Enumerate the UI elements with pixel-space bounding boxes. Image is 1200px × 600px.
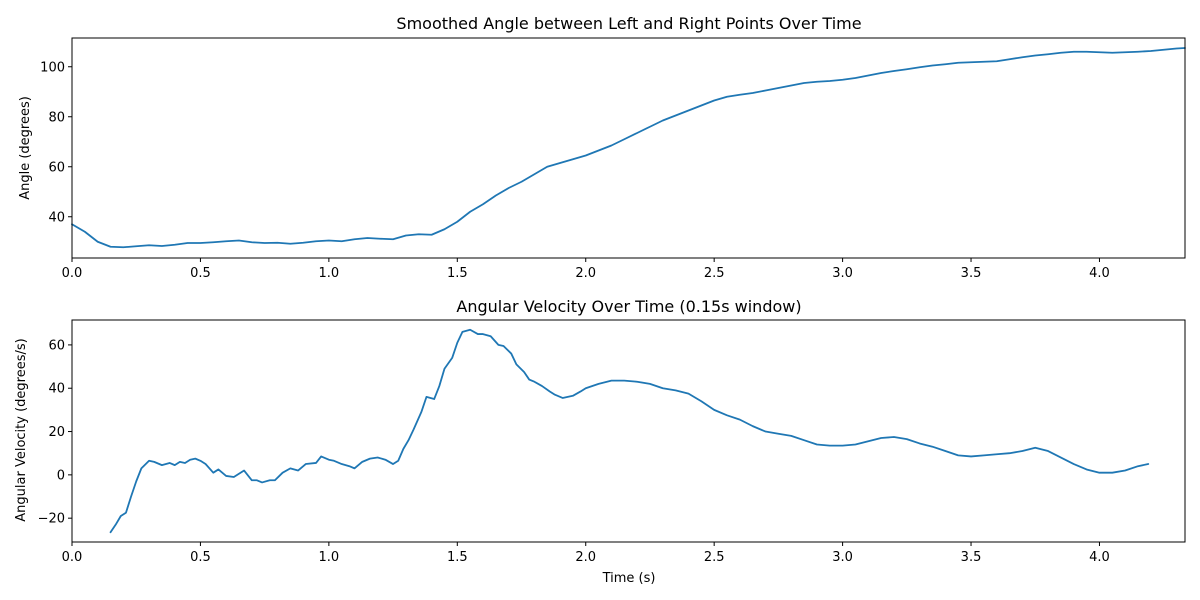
angle-x-tick-label: 0.5	[190, 266, 211, 281]
velocity-x-tick-label: 1.0	[319, 550, 340, 565]
velocity-series-layer	[109, 328, 1150, 534]
angle-x-tick-label: 3.5	[961, 266, 982, 281]
velocity-x-tick-label: 2.5	[704, 550, 725, 565]
velocity-subplot: Angular Velocity Over Time (0.15s window…	[14, 297, 1186, 586]
angle-y-tick-label: 100	[40, 60, 65, 75]
angle-subplot: Smoothed Angle between Left and Right Po…	[18, 14, 1186, 281]
velocity-y-tick-label: 0	[57, 468, 65, 483]
velocity-y-axis-label: Angular Velocity (degrees/s)	[14, 338, 29, 521]
angle-x-tick-label: 2.5	[704, 266, 725, 281]
angle-y-tick-label: 80	[48, 110, 65, 125]
angle-series-layer	[71, 47, 1186, 249]
velocity-plot-frame	[71, 319, 1186, 543]
velocity-tick-layer: 0.0 0.5 1.0 1.5 2.0 2.5 3.0 3.5 4.0 −20 0 20 40 60	[38, 338, 1110, 565]
angle-x-tick-label: 3.0	[832, 266, 853, 281]
angle-y-tick-label: 40	[48, 210, 65, 225]
velocity-y-tick-label: 60	[48, 338, 65, 353]
angle-x-tick-label: 0.0	[62, 266, 83, 281]
velocity-x-tick-label: 3.5	[961, 550, 982, 565]
velocity-x-tick-label: 0.5	[190, 550, 211, 565]
angle-plot-frame	[71, 37, 1186, 259]
velocity-x-tick-label: 2.0	[575, 550, 596, 565]
velocity-y-tick-label: 40	[48, 382, 65, 397]
angle-y-tick-label: 60	[48, 160, 65, 175]
velocity-series-line	[109, 328, 1150, 534]
velocity-x-tick-label: 4.0	[1089, 550, 1110, 565]
velocity-x-tick-label: 1.5	[447, 550, 468, 565]
angle-series-line	[71, 47, 1186, 249]
velocity-y-tick-label: −20	[38, 512, 65, 527]
angle-y-axis-label: Angle (degrees)	[18, 96, 33, 200]
velocity-x-axis-label: Time (s)	[602, 571, 656, 586]
velocity-y-tick-label: 20	[48, 425, 65, 440]
angle-x-tick-label: 2.0	[575, 266, 596, 281]
velocity-x-tick-label: 0.0	[62, 550, 83, 565]
angle-chart-title: Smoothed Angle between Left and Right Po…	[396, 14, 861, 33]
angle-tick-layer: 0.0 0.5 1.0 1.5 2.0 2.5 3.0 3.5 4.0 40 60 80 100	[40, 60, 1110, 281]
angle-x-tick-label: 1.5	[447, 266, 468, 281]
angle-x-tick-label: 1.0	[319, 266, 340, 281]
velocity-x-tick-label: 3.0	[832, 550, 853, 565]
angle-x-tick-label: 4.0	[1089, 266, 1110, 281]
velocity-chart-title: Angular Velocity Over Time (0.15s window…	[456, 297, 801, 316]
